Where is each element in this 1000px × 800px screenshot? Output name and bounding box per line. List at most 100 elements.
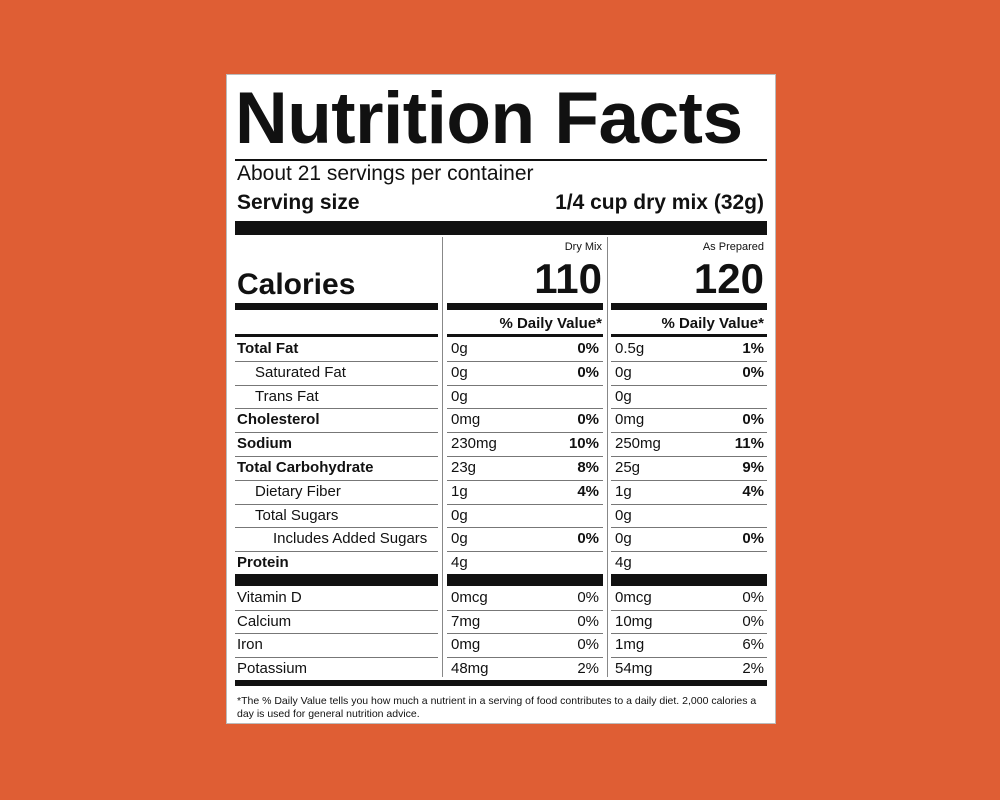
row-divider [235, 609, 438, 611]
vitamin-name: Potassium [237, 659, 308, 677]
row-divider [447, 479, 603, 481]
row-divider [235, 408, 438, 410]
row-divider [447, 527, 603, 529]
nutrient-dv-dry-mix: 0% [577, 411, 599, 429]
nutrient-name: Cholesterol [237, 411, 320, 429]
vitamin-amount-dry-mix: 48mg [451, 659, 489, 677]
row-divider [611, 609, 767, 611]
column-separator [442, 237, 443, 677]
row-divider [447, 360, 603, 362]
nutrient-dv-dry-mix: 10% [568, 435, 599, 453]
nutrient-name: Sodium [237, 435, 292, 453]
vitamin-amount-dry-mix: 0mg [451, 636, 481, 653]
column-separator [607, 237, 608, 677]
nutrient-dv-as-prepared: 11% [734, 435, 764, 453]
nutrient-amount-dry-mix: 0g [451, 530, 468, 548]
vitamin-dv-as-prepared: 0% [742, 612, 764, 630]
nutrient-amount-as-prepared: 4g [615, 554, 632, 572]
nutrient-name: Dietary Fiber [255, 482, 341, 500]
daily-value-heading: % Daily Value* [499, 315, 602, 332]
vitamin-name: Calcium [237, 612, 292, 630]
nutrient-dv-as-prepared: 9% [742, 459, 764, 476]
vitamin-name: Iron [237, 636, 263, 653]
vitamin-dv-dry-mix: 0% [577, 612, 599, 630]
nutrient-amount-as-prepared: 0g [615, 530, 632, 548]
calories-bar [235, 303, 438, 310]
row-divider [235, 551, 438, 553]
row-divider [235, 527, 438, 529]
label-title: Nutrition Facts [235, 78, 743, 159]
nutrient-amount-as-prepared: 0g [615, 506, 632, 524]
nutrient-name: Total Fat [237, 340, 299, 357]
thick-divider [235, 574, 438, 586]
nutrient-dv-as-prepared: 0% [742, 363, 764, 381]
row-divider [611, 656, 767, 658]
row-divider [235, 503, 438, 505]
nutrient-name: Total Carbohydrate [237, 459, 374, 476]
nutrient-amount-dry-mix: 0g [451, 340, 468, 357]
nutrient-name: Saturated Fat [255, 363, 346, 381]
nutrient-amount-as-prepared: 250mg [615, 435, 661, 453]
calories-label: Calories [237, 268, 356, 301]
thick-divider [235, 221, 767, 235]
nutrient-dv-dry-mix: 4% [577, 482, 599, 500]
vitamin-dv-as-prepared: 2% [742, 659, 764, 677]
vitamin-amount-dry-mix: 7mg [451, 612, 481, 630]
row-divider [235, 479, 438, 481]
divider [447, 334, 603, 337]
row-divider [447, 432, 603, 434]
nutrient-dv-dry-mix: 0% [577, 363, 599, 381]
servings-per-container: About 21 servings per container [237, 162, 534, 185]
nutrient-amount-dry-mix: 23g [451, 459, 477, 476]
vitamin-dv-as-prepared: 0% [742, 589, 764, 606]
row-divider [447, 408, 603, 410]
row-divider [611, 432, 767, 434]
vitamin-name: Vitamin D [237, 589, 302, 606]
nutrient-amount-dry-mix: 0g [451, 387, 468, 405]
vitamin-amount-as-prepared: 54mg [615, 659, 653, 677]
nutrient-name: Total Sugars [255, 506, 339, 524]
row-divider [611, 527, 767, 529]
nutrient-dv-dry-mix: 0% [577, 340, 599, 357]
row-divider [611, 384, 767, 386]
nutrient-amount-dry-mix: 0g [451, 363, 468, 381]
nutrient-amount-dry-mix: 1g [451, 482, 468, 500]
row-divider [611, 633, 767, 634]
calories-as-prepared: 120 [693, 255, 764, 302]
thick-divider [447, 574, 603, 586]
nutrient-amount-as-prepared: 0.5g [615, 340, 645, 357]
nutrient-amount-as-prepared: 0mg [615, 411, 645, 429]
row-divider [447, 656, 603, 658]
row-divider [447, 551, 603, 553]
row-divider [447, 456, 603, 457]
row-divider [611, 408, 767, 410]
nutrient-amount-as-prepared: 25g [615, 459, 641, 476]
row-divider [447, 503, 603, 505]
vitamin-amount-dry-mix: 0mcg [451, 589, 488, 606]
vitamin-dv-dry-mix: 2% [577, 659, 599, 677]
nutrient-amount-as-prepared: 1g [615, 482, 632, 500]
nutrient-name: Trans Fat [255, 387, 319, 405]
row-divider [611, 551, 767, 553]
vitamin-dv-dry-mix: 0% [577, 589, 599, 606]
row-divider [235, 432, 438, 434]
row-divider [447, 384, 603, 386]
vitamin-dv-as-prepared: 6% [742, 636, 764, 653]
daily-value-heading: % Daily Value* [661, 315, 764, 332]
divider [235, 334, 438, 337]
vitamin-amount-as-prepared: 0mcg [615, 589, 652, 606]
row-divider [235, 384, 438, 386]
calories-bar [611, 303, 767, 310]
row-divider [235, 656, 438, 658]
nutrient-amount-dry-mix: 0mg [451, 411, 481, 429]
column-heading-as-prepared: As Prepared [702, 241, 764, 253]
row-divider [611, 456, 767, 457]
nutrient-amount-dry-mix: 0g [451, 506, 468, 524]
row-divider [447, 609, 603, 611]
bottom-bar [235, 680, 767, 686]
row-divider [235, 633, 438, 634]
nutrient-dv-as-prepared: 0% [742, 411, 764, 429]
vitamin-amount-as-prepared: 10mg [615, 612, 653, 630]
calories-dry-mix: 110 [534, 255, 602, 302]
serving-size-value: 1/4 cup dry mix (32g) [555, 191, 764, 214]
